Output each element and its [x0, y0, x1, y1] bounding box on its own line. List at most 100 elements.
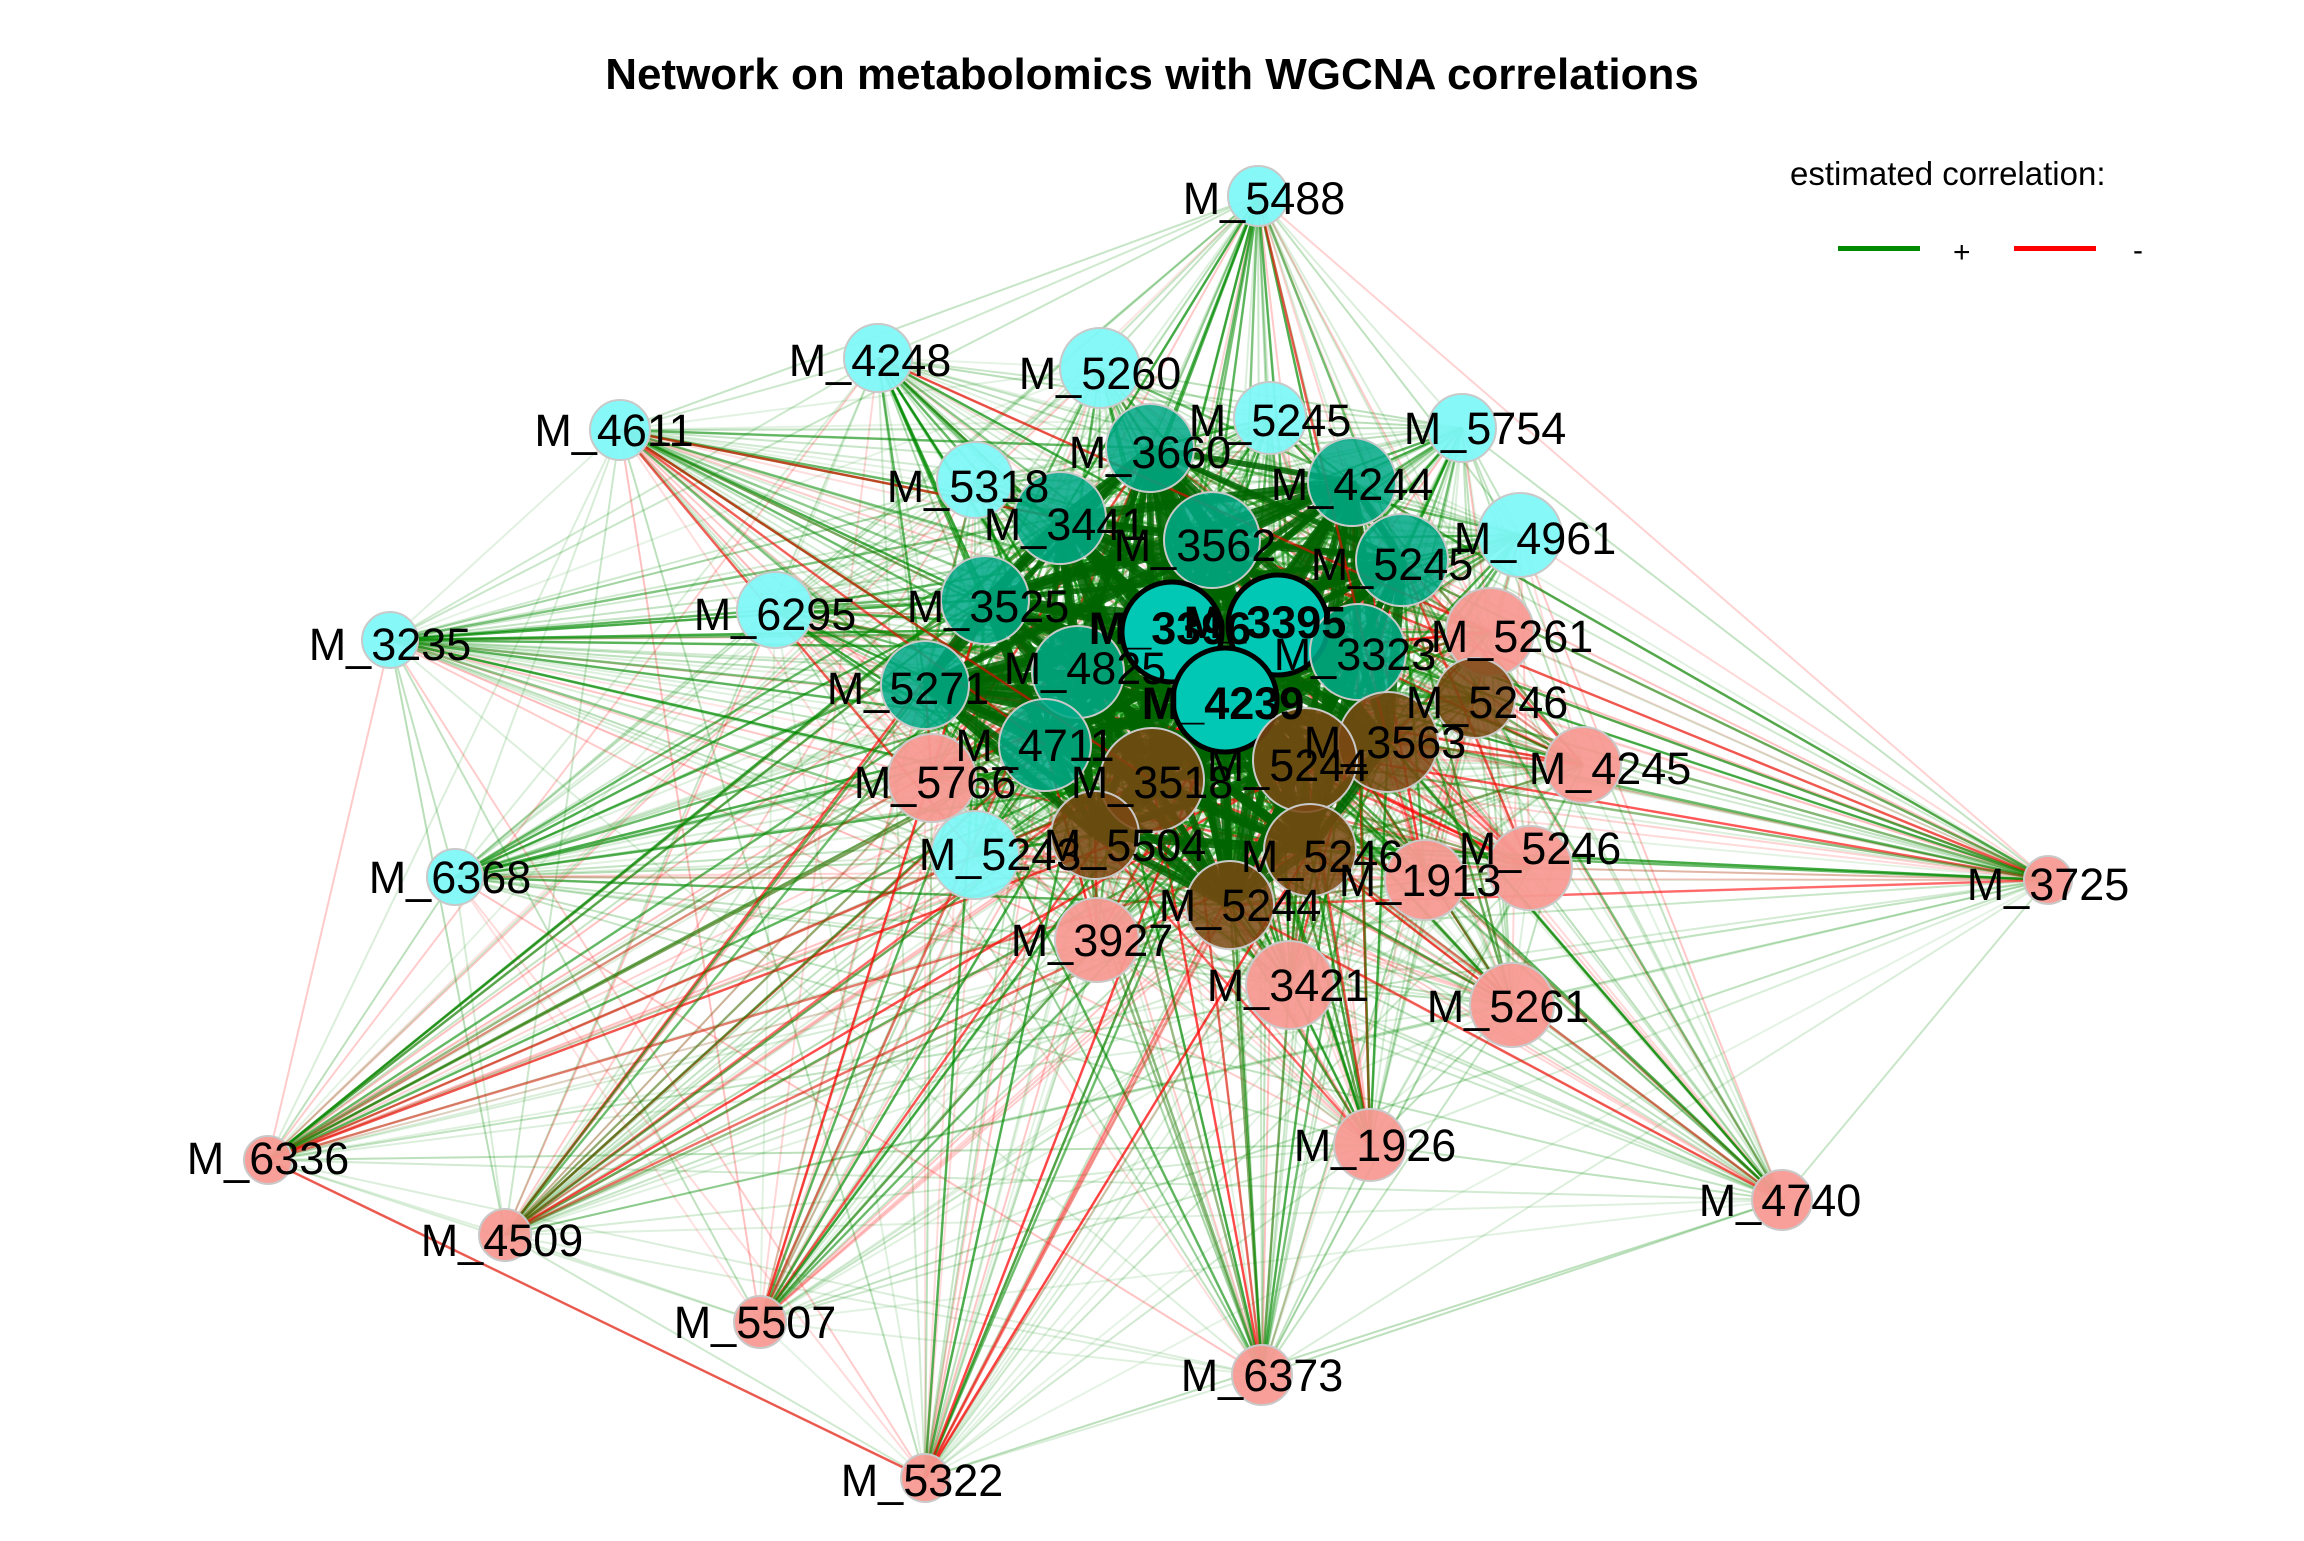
edge [504, 777, 933, 1236]
node-label: M_5243 [919, 829, 1082, 880]
edge [619, 429, 1371, 1146]
edge [924, 939, 1098, 1479]
network-node [1427, 393, 1497, 463]
edge [1149, 195, 1259, 449]
edge [504, 834, 1096, 1236]
node-label: M_3725 [1967, 859, 2130, 910]
edge [1304, 758, 2049, 882]
edge [931, 777, 1291, 986]
edge [1257, 195, 1783, 1201]
network-node [426, 848, 484, 906]
network-node [1245, 940, 1335, 1030]
edge [1261, 879, 2049, 1376]
edge [1099, 366, 1353, 484]
node-label: M_3396 [1089, 603, 1252, 654]
node-label: M_4239 [1142, 678, 1305, 729]
edge [504, 684, 926, 1236]
network-node [736, 571, 814, 649]
edge [267, 1159, 506, 1236]
edge [924, 744, 1046, 1479]
edge [759, 854, 976, 1323]
edge [504, 1234, 761, 1323]
edge [504, 879, 1426, 1236]
edge [267, 517, 1061, 1161]
node-layer [243, 165, 2073, 1503]
edge [454, 429, 621, 878]
network-node [1384, 839, 1466, 921]
edge [923, 849, 1312, 1479]
edge [619, 428, 1046, 747]
edge [1474, 697, 1783, 1201]
network-node [1170, 645, 1280, 755]
legend-negative-symbol: - [2133, 234, 2143, 267]
edge [619, 429, 926, 1479]
node-label: M_3927 [1011, 915, 1174, 966]
edge [389, 639, 1291, 986]
edge [1229, 904, 1513, 1006]
network-node [1054, 897, 1140, 983]
edge [389, 639, 926, 1479]
network-node [1185, 860, 1275, 950]
edge [267, 879, 2049, 1161]
node-label: M_6368 [369, 852, 532, 903]
network-node [1751, 1169, 1813, 1231]
edge [924, 904, 1231, 1479]
edge [389, 427, 1463, 641]
edge [1289, 879, 2049, 986]
edge [619, 427, 1463, 431]
network-node [1469, 962, 1555, 1048]
network-node [1477, 492, 1563, 578]
edge [267, 479, 976, 1161]
network-node [1227, 165, 1289, 227]
node-label: M_3395 [1184, 597, 1347, 648]
edge [454, 479, 976, 878]
network-node [1233, 381, 1307, 455]
edge [774, 517, 1061, 611]
node-label: M_4961 [1454, 513, 1617, 564]
edge [1511, 1004, 1783, 1201]
edge [267, 1159, 1783, 1201]
edge [389, 516, 1061, 642]
edge [923, 684, 1264, 1376]
node-label: M_4611 [534, 405, 693, 456]
edge [504, 939, 1098, 1236]
edge [1257, 195, 1353, 483]
edge [267, 1144, 1371, 1161]
network-node [361, 611, 419, 669]
node-label: M_3323 [1274, 629, 1437, 680]
edge [504, 429, 621, 1236]
node-label: M_6295 [694, 589, 857, 640]
edge [1369, 867, 1531, 1146]
node-label: M_3235 [309, 619, 472, 670]
node-label: M_5260 [1019, 348, 1182, 399]
network-node [900, 1453, 950, 1503]
edge [504, 367, 1101, 1236]
edge [267, 1158, 926, 1480]
edge [1369, 1144, 1783, 1201]
edge [1400, 559, 1514, 1006]
edge [389, 639, 933, 779]
edge [454, 876, 1513, 1006]
edge [922, 446, 1153, 687]
node-label: M_6336 [187, 1133, 350, 1184]
network-node [887, 733, 977, 823]
node-label: M_5271 [827, 663, 990, 714]
edge [267, 429, 621, 1161]
edge [924, 684, 1371, 1146]
node-label: M_3421 [1207, 960, 1370, 1011]
edge [1461, 427, 1584, 766]
edge [454, 684, 926, 878]
network-node [1434, 657, 1516, 739]
edge [454, 195, 1259, 878]
edge [877, 357, 926, 1479]
edge [1094, 834, 1371, 1146]
edge [454, 598, 986, 879]
node-label: M_1913 [1339, 855, 1502, 906]
node-label: M_5245 [1189, 395, 1352, 446]
edge [759, 1004, 1513, 1323]
edge [504, 879, 2049, 1236]
edge [877, 357, 1463, 429]
edge [619, 429, 1263, 1376]
edge [1511, 879, 2049, 1006]
